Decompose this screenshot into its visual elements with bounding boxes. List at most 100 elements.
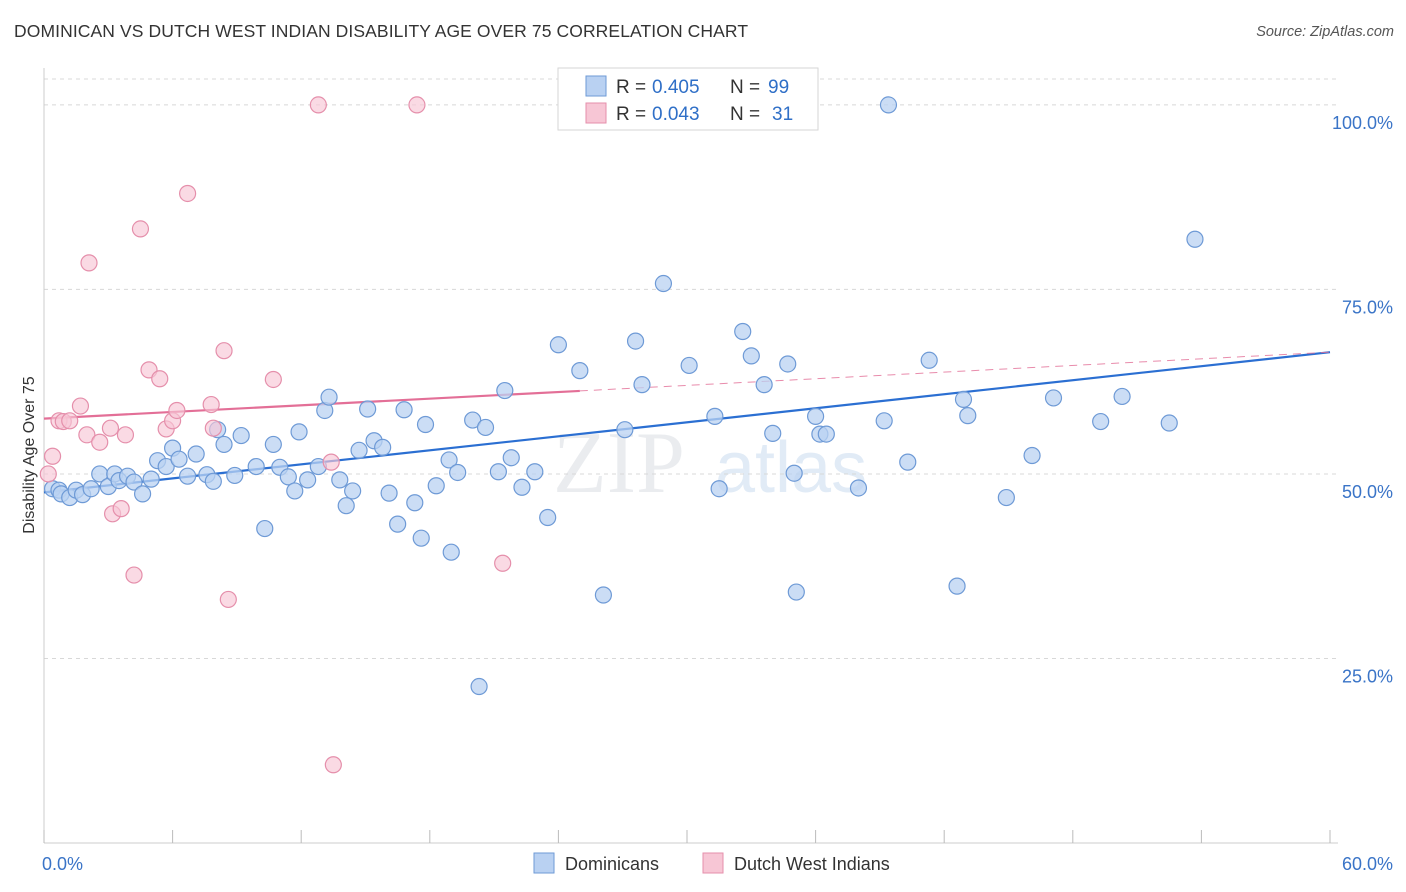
dutch-west-indians-point-28 [324, 756, 342, 774]
dominicans-point-34 [299, 471, 317, 489]
y-tick-labels: 25.0% 50.0% 75.0% 100.0% [1332, 113, 1393, 687]
dominicans-point-63 [539, 508, 557, 527]
dominicans-point-47 [395, 401, 413, 419]
dominicans-point-92 [997, 488, 1015, 507]
dutch-west-indians-point-29 [408, 96, 426, 114]
dominicans-point-76 [755, 376, 773, 394]
dominicans-point-96 [1113, 387, 1131, 406]
bottom-legend-swatch-dutch-west-indians [702, 852, 724, 874]
dutch-west-indians-point-19 [168, 401, 186, 420]
series-legend: Dominicans Dutch West Indians [533, 852, 890, 874]
dominicans-point-14 [142, 470, 160, 488]
dominicans-point-59 [496, 381, 514, 400]
dominicans-point-56 [470, 677, 488, 696]
dominicans-point-29 [264, 435, 282, 454]
bottom-legend-swatch-dominicans [533, 852, 555, 874]
dutch-west-indians-point-16 [151, 370, 169, 388]
dominicans-point-65 [571, 362, 589, 380]
dominicans-point-38 [331, 471, 349, 489]
dominicans-point-72 [706, 407, 724, 425]
dominicans-point-28 [256, 519, 274, 538]
dutch-west-indians-point-27 [322, 453, 340, 471]
dominicans-point-52 [440, 451, 458, 469]
x-ticks [43, 830, 1331, 843]
dominicans-point-61 [513, 478, 531, 496]
dominicans-point-44 [374, 438, 392, 456]
dominicans-point-81 [806, 407, 825, 425]
dominicans-point-13 [133, 485, 152, 503]
y-tick-label-25: 25.0% [1342, 666, 1393, 686]
dominicans-point-79 [785, 464, 803, 482]
dominicans-point-53 [449, 463, 467, 482]
dominicans-point-86 [879, 96, 898, 114]
dominicans-point-45 [380, 484, 398, 502]
bottom-legend-dominicans: Dominicans [565, 854, 659, 874]
dominicans-point-83 [817, 425, 835, 443]
dominicans-point-57 [476, 418, 495, 437]
dominicans-point-95 [1092, 412, 1110, 431]
dominicans-point-90 [954, 390, 973, 409]
dutch-west-indians-point-22 [204, 419, 222, 437]
dominicans-point-94 [1044, 389, 1063, 407]
dominicans-point-18 [170, 450, 188, 468]
x-tick-label-max: 60.0% [1342, 854, 1393, 874]
dutch-west-indians-point-0 [39, 465, 57, 483]
dominicans-point-20 [187, 445, 205, 463]
dominicans-point-50 [412, 529, 430, 547]
legend-swatch-dominicans [585, 75, 607, 97]
dominicans-point-85 [875, 412, 893, 430]
dutch-west-indians-point-4 [61, 412, 79, 430]
dominicans-point-32 [286, 482, 304, 500]
dutch-west-indians-trend-line [43, 389, 580, 420]
dominicans-point-25 [226, 466, 244, 485]
dominicans-point-42 [359, 400, 377, 418]
dominicans-point-41 [350, 441, 368, 459]
dominicans-point-71 [680, 356, 698, 375]
dominicans-point-88 [920, 351, 938, 369]
dominicans-point-58 [489, 463, 507, 481]
legend-r-label-1: R = [616, 77, 646, 98]
legend-n-value-2: 31 [772, 104, 793, 125]
correlation-legend: R = 0.405 N = 99 R = 0.043 N = 31 [557, 67, 819, 131]
dominicans-point-37 [320, 388, 338, 406]
dominicans-point-66 [594, 586, 613, 604]
dominicans-point-24 [215, 435, 233, 454]
dominicans-point-78 [779, 355, 797, 373]
dutch-west-indians-point-21 [202, 395, 220, 414]
dominicans-point-48 [406, 494, 424, 512]
dominicans-point-97 [1160, 414, 1178, 432]
legend-r-value-1: 0.405 [652, 77, 700, 98]
dominicans-point-31 [279, 468, 297, 486]
dominicans-point-64 [549, 336, 568, 354]
dominicans-point-27 [247, 457, 265, 476]
dominicans-point-84 [849, 479, 868, 497]
dominicans-point-62 [526, 463, 544, 481]
dominicans-point-22 [204, 472, 222, 490]
dominicans-point-19 [179, 467, 197, 485]
dominicans-point-87 [899, 453, 917, 471]
dominicans-point-39 [337, 497, 355, 515]
dutch-west-indians-point-24 [219, 590, 237, 609]
dominicans-point-49 [416, 415, 435, 434]
dutch-west-indians-point-6 [78, 426, 96, 444]
dominicans-point-12 [125, 473, 143, 491]
dominicans-point-69 [633, 376, 651, 394]
dutch-west-indians-point-5 [71, 397, 90, 415]
dominicans-point-6 [82, 480, 100, 498]
dominicans-point-40 [344, 482, 362, 500]
dominicans-point-33 [290, 423, 308, 441]
dominicans-point-51 [427, 477, 445, 495]
dutch-west-indians-point-25 [264, 370, 282, 389]
legend-n-label-1: N = [730, 77, 760, 98]
dominicans-point-16 [157, 457, 175, 476]
dominicans-point-77 [764, 424, 782, 442]
dominicans-point-55 [464, 411, 482, 429]
dominicans-point-93 [1023, 446, 1041, 465]
dominicans-point-73 [710, 480, 728, 498]
dominicans-point-91 [959, 407, 977, 425]
x-tick-label-min: 0.0% [42, 854, 83, 874]
dutch-west-indians-point-7 [80, 254, 98, 272]
dominicans-point-98 [1186, 230, 1204, 248]
dutch-west-indians-point-23 [215, 342, 233, 360]
